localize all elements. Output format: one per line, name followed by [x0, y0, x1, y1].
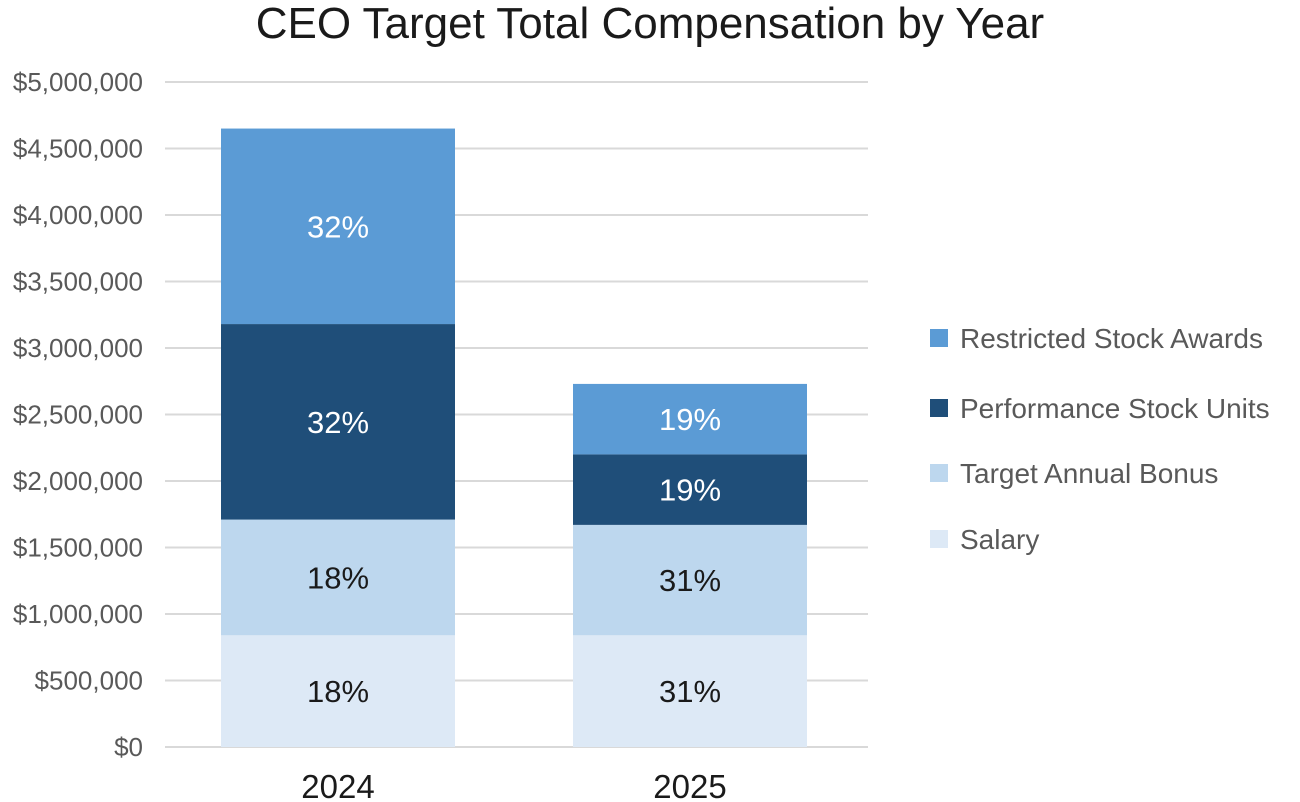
- y-tick-label: $500,000: [35, 666, 143, 696]
- chart-title: CEO Target Total Compensation by Year: [256, 0, 1044, 48]
- legend-swatch: [930, 530, 948, 548]
- legend-label: Salary: [960, 524, 1039, 555]
- x-axis-ticks: 2024 2025: [301, 768, 726, 802]
- y-tick-label: $4,500,000: [13, 134, 143, 164]
- y-tick-label: $3,500,000: [13, 267, 143, 297]
- bar-data-label: 31%: [659, 563, 721, 598]
- bar-segment: [221, 635, 455, 747]
- bars: 18% 18% 32% 32% 31% 31% 19% 19%: [221, 128, 807, 747]
- y-tick-label: $3,000,000: [13, 333, 143, 363]
- bar-data-label: 32%: [307, 405, 369, 440]
- y-tick-label: $1,500,000: [13, 533, 143, 563]
- bar-data-label: 18%: [307, 674, 369, 709]
- x-tick-label: 2025: [653, 768, 726, 802]
- bar-segment: [573, 454, 807, 525]
- legend-swatch: [930, 464, 948, 482]
- bar-segment: [221, 324, 455, 520]
- y-tick-label: $2,000,000: [13, 466, 143, 496]
- bar-segment: [221, 519, 455, 636]
- bar-data-label: 18%: [307, 560, 369, 595]
- legend-label: Performance Stock Units: [960, 393, 1270, 424]
- bar-segment: [221, 128, 455, 325]
- x-tick-label: 2024: [301, 768, 374, 802]
- legend-swatch: [930, 329, 948, 347]
- y-tick-label: $0: [114, 732, 143, 762]
- y-tick-label: $2,500,000: [13, 400, 143, 430]
- bar-segment: [573, 383, 807, 455]
- bar-data-label: 19%: [659, 473, 721, 508]
- bar-data-label: 19%: [659, 402, 721, 437]
- legend-label: Target Annual Bonus: [960, 458, 1218, 489]
- bar-data-label: 32%: [307, 209, 369, 244]
- y-axis-ticks: $0 $500,000 $1,000,000 $1,500,000 $2,000,000…: [13, 67, 143, 762]
- y-tick-label: $1,000,000: [13, 599, 143, 629]
- bar-segment: [573, 635, 807, 747]
- y-tick-label: $4,000,000: [13, 200, 143, 230]
- legend: Restricted Stock Awards Performance Stock…: [930, 323, 1270, 555]
- legend-swatch: [930, 399, 948, 417]
- bar-segment: [573, 524, 807, 636]
- legend-label: Restricted Stock Awards: [960, 323, 1263, 354]
- y-tick-label: $5,000,000: [13, 67, 143, 97]
- bar-data-label: 31%: [659, 674, 721, 709]
